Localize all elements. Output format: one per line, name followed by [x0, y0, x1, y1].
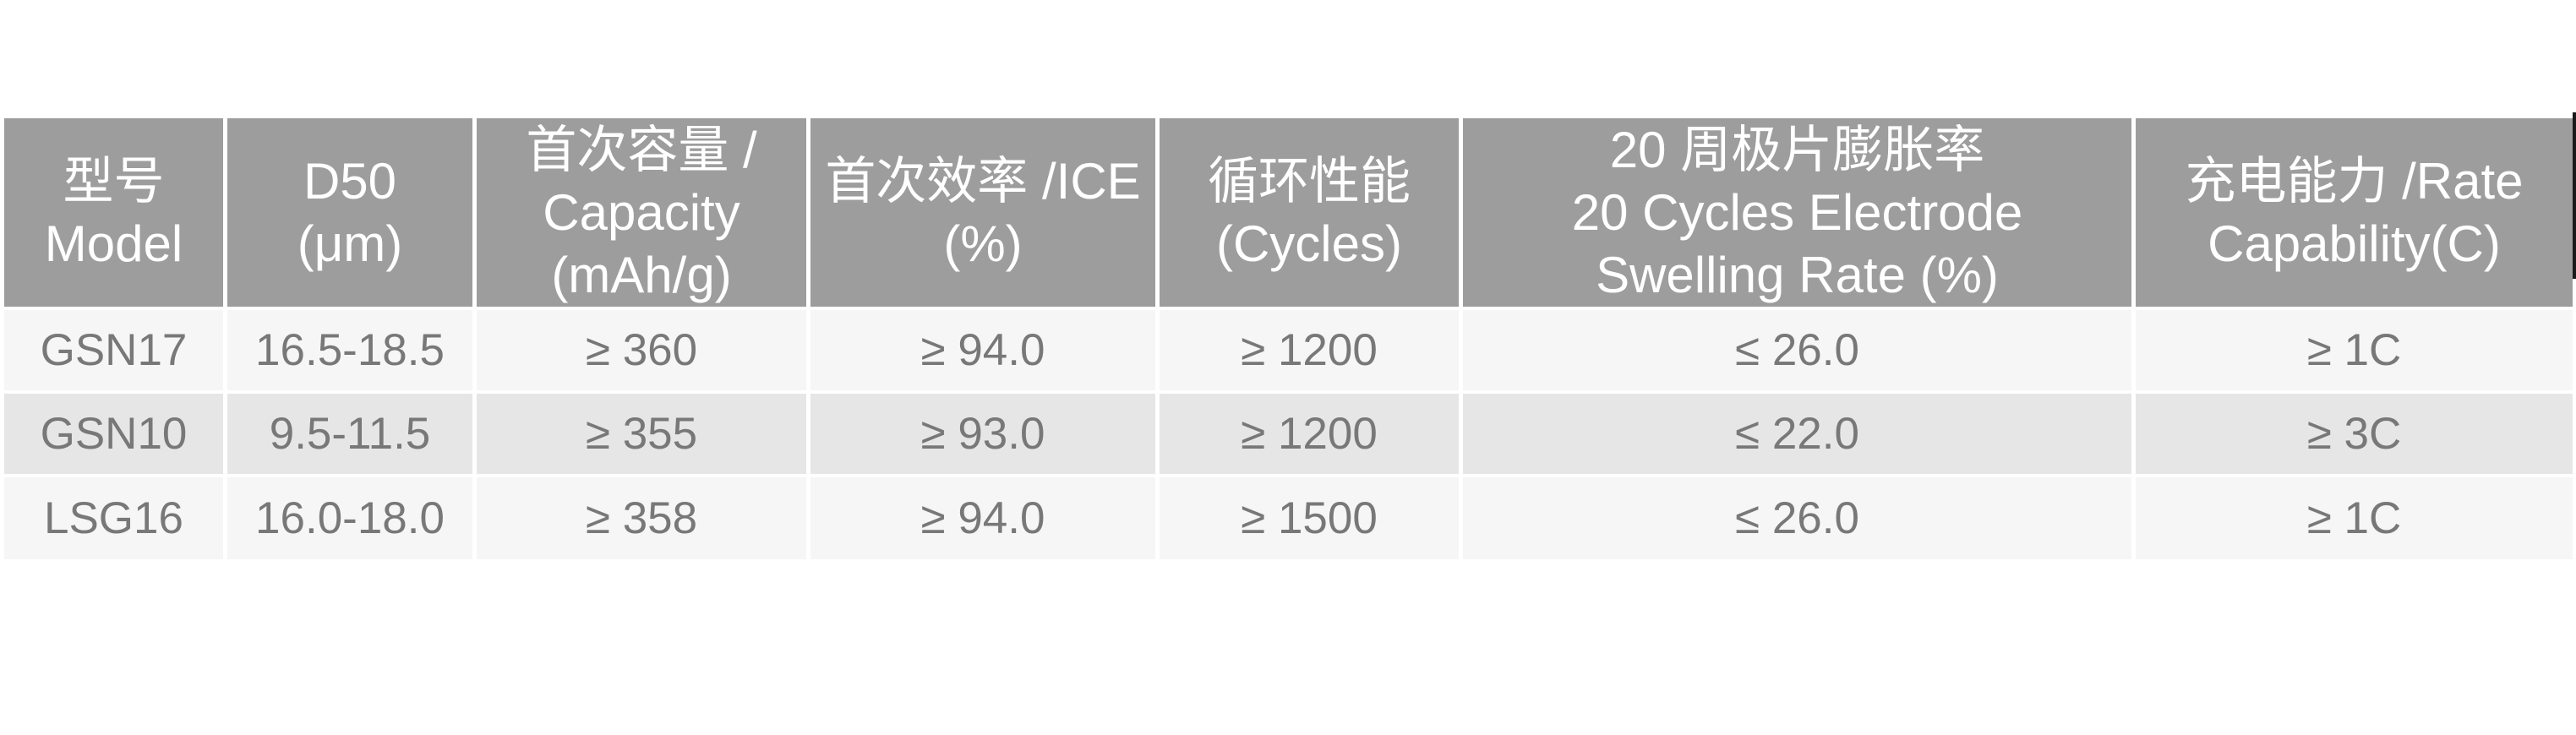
product-spec-table: 型号 Model D50 (μm) 首次容量 / Capacity (mAh/g… [4, 118, 2573, 559]
header-label: 充电能力 /Rate [2185, 152, 2524, 210]
header-label: (%) [943, 215, 1023, 272]
header-label: 首次效率 /ICE [825, 152, 1141, 210]
cell-d50: 16.5-18.5 [227, 310, 472, 390]
cell-ice: ≥ 94.0 [810, 477, 1155, 559]
page-edge-artifact [2573, 112, 2576, 279]
cell-ice: ≥ 93.0 [810, 394, 1155, 474]
cell-capacity: ≥ 355 [477, 394, 806, 474]
cell-d50: 16.0-18.0 [227, 477, 472, 559]
header-label: 首次容量 / [526, 121, 757, 178]
header-label: Swelling Rate (%) [1596, 246, 1999, 303]
cell-cycles: ≥ 1200 [1160, 394, 1459, 474]
header-label: 20 Cycles Electrode [1571, 183, 2023, 241]
header-cell-cycles: 循环性能 (Cycles) [1160, 118, 1459, 307]
cell-swelling: ≤ 26.0 [1463, 310, 2131, 390]
header-label: 20 周极片膨胀率 [1609, 121, 1985, 178]
header-label: (mAh/g) [551, 246, 732, 303]
header-cell-rate: 充电能力 /Rate Capability(C) [2136, 118, 2573, 307]
header-cell-capacity: 首次容量 / Capacity (mAh/g) [477, 118, 806, 307]
header-label: (Cycles) [1216, 215, 1402, 272]
cell-model: GSN10 [4, 394, 223, 474]
header-label: Capacity [543, 183, 740, 241]
header-cell-model: 型号 Model [4, 118, 223, 307]
cell-model: LSG16 [4, 477, 223, 559]
cell-capacity: ≥ 358 [477, 477, 806, 559]
cell-swelling: ≤ 26.0 [1463, 477, 2131, 559]
cell-rate: ≥ 1C [2136, 310, 2573, 390]
header-label: Capability(C) [2208, 215, 2501, 272]
header-label: 循环性能 [1208, 152, 1411, 210]
header-cell-ice: 首次效率 /ICE (%) [810, 118, 1155, 307]
cell-cycles: ≥ 1500 [1160, 477, 1459, 559]
header-label: 型号 [63, 152, 165, 210]
cell-model: GSN17 [4, 310, 223, 390]
header-cell-d50: D50 (μm) [227, 118, 472, 307]
header-label: Model [44, 215, 183, 272]
cell-d50: 9.5-11.5 [227, 394, 472, 474]
cell-swelling: ≤ 22.0 [1463, 394, 2131, 474]
header-label: (μm) [297, 215, 403, 272]
header-label: D50 [303, 152, 397, 210]
cell-ice: ≥ 94.0 [810, 310, 1155, 390]
cell-cycles: ≥ 1200 [1160, 310, 1459, 390]
cell-rate: ≥ 1C [2136, 477, 2573, 559]
cell-rate: ≥ 3C [2136, 394, 2573, 474]
cell-capacity: ≥ 360 [477, 310, 806, 390]
header-cell-swelling: 20 周极片膨胀率 20 Cycles Electrode Swelling R… [1463, 118, 2131, 307]
